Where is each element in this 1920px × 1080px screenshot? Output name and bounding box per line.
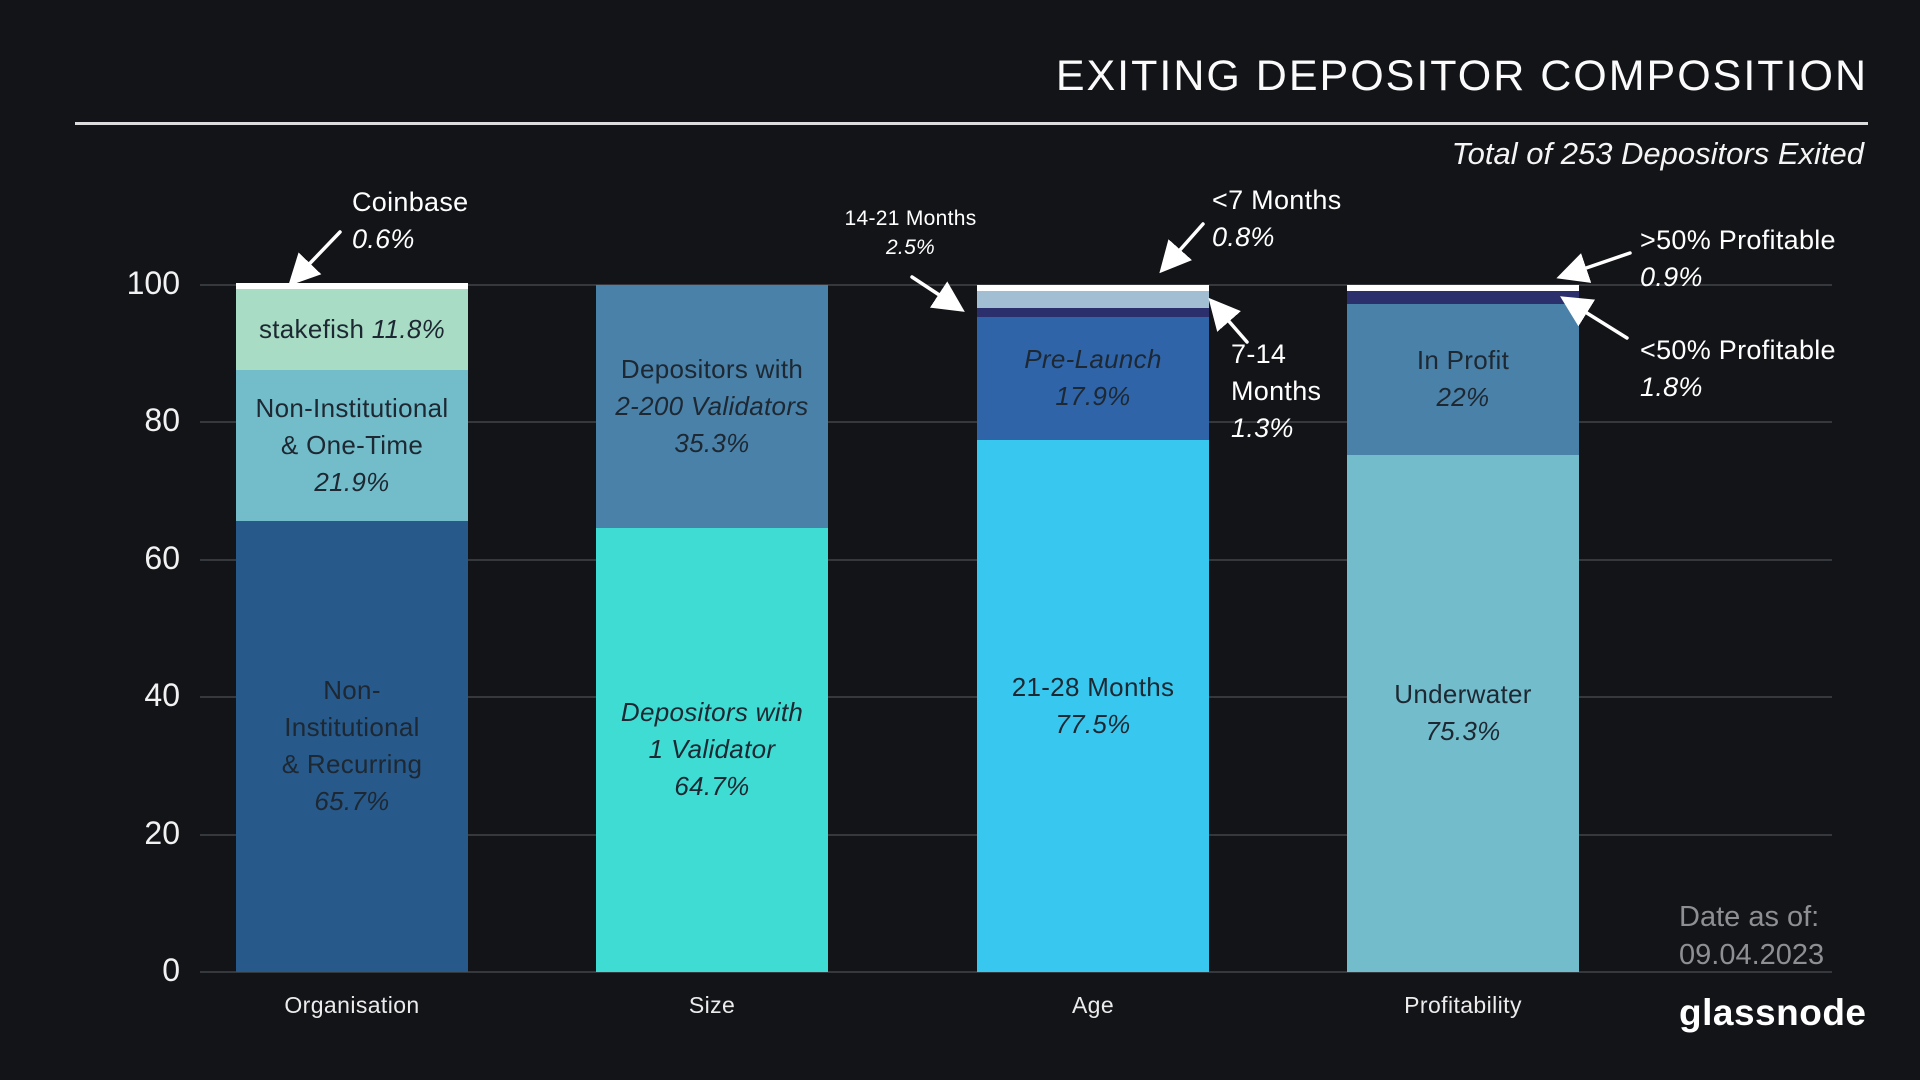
glassnode-logo: glassnode bbox=[1679, 992, 1867, 1033]
x-axis-label-organisation: Organisation bbox=[284, 992, 420, 1018]
bar-size: Depositors with 2-200 Validators 35.3% Depo… bbox=[596, 285, 828, 972]
page-title: EXITING DEPOSITOR COMPOSITION bbox=[1055, 52, 1868, 100]
annotation-label: 7-14 bbox=[1231, 339, 1287, 369]
segment-label: Non- Institutional & Recurring 65.7% bbox=[281, 675, 423, 817]
date-as-of-label: Date as of: bbox=[1679, 901, 1820, 933]
segment-label: Depositors with 2-200 Validators 35.3% bbox=[615, 353, 809, 458]
annotation-value: 0.6% bbox=[352, 224, 415, 254]
annotation-value: 2.5% bbox=[885, 236, 936, 259]
date-as-of-value: 09.04.2023 bbox=[1679, 939, 1825, 971]
segment-label: In Profit 22% bbox=[1416, 345, 1510, 413]
y-axis-tick-label: 40 bbox=[144, 677, 180, 714]
y-axis-tick-label: 60 bbox=[144, 539, 180, 576]
segment-21-28-months: 21-28 Months 77.5% bbox=[977, 439, 1209, 972]
segment-stakefish: stakefish 11.8% bbox=[236, 289, 468, 371]
segment-label: Non-Institutional & One-Time 21.9% bbox=[255, 392, 449, 497]
gridline-0 bbox=[200, 971, 1832, 973]
annotation-label: <7 Months bbox=[1212, 185, 1342, 215]
segment-label: Depositors with 1 Validator 64.7% bbox=[620, 697, 804, 802]
segment-coinbase bbox=[236, 283, 468, 290]
segment-depositors-with-2-200-validators: Depositors with 2-200 Validators 35.3% bbox=[596, 285, 828, 528]
segment-7-14-months bbox=[977, 307, 1209, 317]
annotation-label: Coinbase bbox=[352, 187, 469, 217]
annotation-lt50-profitable: <50% Profitable 1.8% bbox=[1640, 332, 1836, 406]
annotation-value: 1.3% bbox=[1231, 413, 1294, 443]
x-axis-label-size: Size bbox=[688, 992, 736, 1018]
y-axis-tick-label: 100 bbox=[126, 265, 180, 302]
segment-depositors-with-1-validator: Depositors with 1 Validator 64.7% bbox=[596, 527, 828, 972]
bar-age: Pre-Launch 17.9% 21-28 Months 77.5% bbox=[977, 284, 1209, 972]
bar-profitability: In Profit 22% Underwater 75.3% bbox=[1347, 285, 1579, 972]
footer: Date as of: 09.04.2023 glassnode bbox=[1679, 898, 1867, 1032]
segment-label: stakefish 11.8% bbox=[258, 314, 446, 345]
annotation-label: 14-21 Months bbox=[844, 207, 977, 230]
annotation-gt50-profitable: >50% Profitable 0.9% bbox=[1640, 222, 1836, 296]
annotation-lt7-months: <7 Months 0.8% bbox=[1212, 182, 1342, 256]
x-axis-label-profitability: Profitability bbox=[1404, 992, 1522, 1018]
segment-50-profitable bbox=[1347, 285, 1579, 292]
segment-non-institutional-recurring: Non- Institutional & Recurring 65.7% bbox=[236, 520, 468, 972]
segment-7-months bbox=[977, 284, 1209, 291]
chart-subtitle: Total of 253 Depositors Exited bbox=[1451, 136, 1864, 171]
segment-50-profitable bbox=[1347, 291, 1579, 304]
annotation-coinbase: Coinbase 0.6% bbox=[352, 184, 468, 258]
y-axis-tick-label: 80 bbox=[144, 402, 180, 439]
segment-non-institutional-one-time: Non-Institutional & One-Time 21.9% bbox=[236, 370, 468, 521]
segment-in-profit: In Profit 22% bbox=[1347, 303, 1579, 455]
segment-label: 21-28 Months 77.5% bbox=[1011, 671, 1175, 739]
x-axis-label-age: Age bbox=[1071, 992, 1115, 1018]
bar-organisation: stakefish 11.8% Non-Institutional & One-Ti… bbox=[236, 283, 468, 972]
title-divider bbox=[75, 122, 1868, 125]
annotation-7-14-months: 7-14 Months 1.3% bbox=[1231, 336, 1321, 447]
annotation-value: 0.8% bbox=[1212, 222, 1275, 252]
annotation-14-21-months: 14-21 Months 2.5% bbox=[818, 204, 1003, 262]
segment-14-21-months bbox=[977, 290, 1209, 308]
segment-underwater: Underwater 75.3% bbox=[1347, 454, 1579, 972]
segment-label: Pre-Launch 17.9% bbox=[1024, 344, 1162, 412]
segment-pre-launch: Pre-Launch 17.9% bbox=[977, 316, 1209, 440]
y-axis-tick-label: 20 bbox=[144, 814, 180, 851]
y-axis-tick-label: 0 bbox=[162, 952, 180, 989]
segment-label: Underwater 75.3% bbox=[1394, 679, 1532, 747]
annotation-value: 1.8% bbox=[1640, 372, 1703, 402]
annotation-label: >50% Profitable bbox=[1640, 225, 1836, 255]
annotation-value: 0.9% bbox=[1640, 262, 1703, 292]
annotation-label: <50% Profitable bbox=[1640, 335, 1836, 365]
annotation-label: Months bbox=[1231, 376, 1322, 406]
